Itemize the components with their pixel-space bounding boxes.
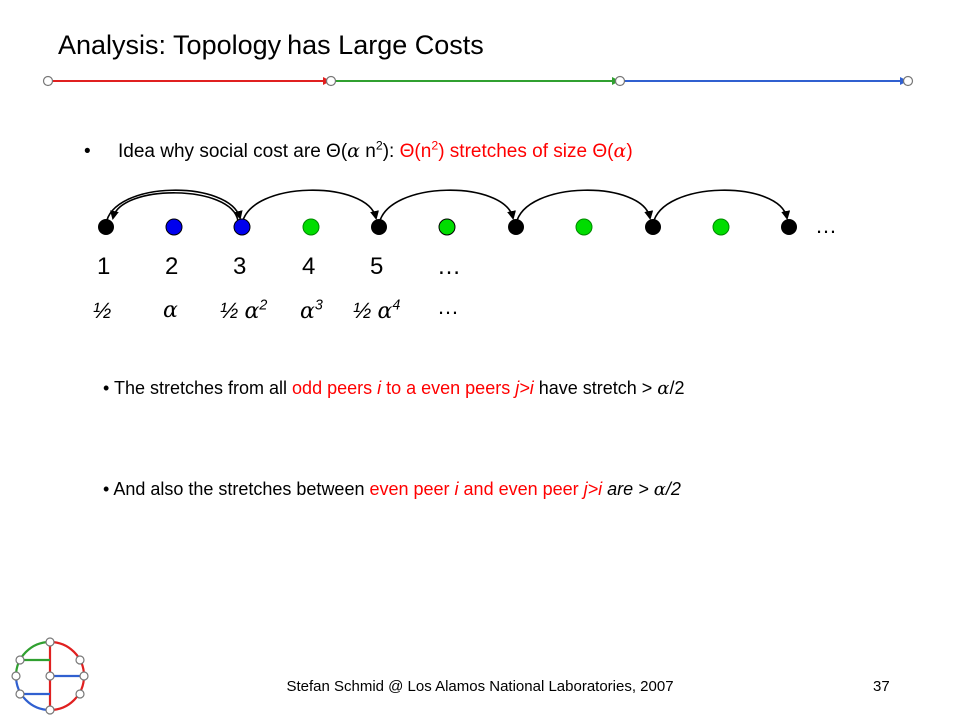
node-number-more: … <box>437 253 461 280</box>
idea-prefix: Idea why social cost are <box>118 141 327 162</box>
edge-3-1 <box>110 192 239 222</box>
idea-n: n <box>360 141 376 162</box>
idea-red-exp: 2 <box>431 138 439 153</box>
bullet-idea: • Idea why social cost are Θ(α n2): Θ(n2)… <box>84 138 633 163</box>
edge-5-7 <box>378 189 516 225</box>
node-8 <box>575 218 593 236</box>
title-part-2: has Large Costs <box>287 30 484 60</box>
node-7 <box>508 219 524 235</box>
edge-9-11 <box>652 189 791 225</box>
footer-text: Stefan Schmid @ Los Alamos National Labo… <box>286 678 674 695</box>
weight-4: α3 <box>300 297 323 324</box>
idea-theta: Θ( <box>326 141 348 162</box>
logo-icon <box>11 637 89 715</box>
bullet-odd-peers: • The stretches from all odd peers i to … <box>103 378 685 399</box>
edge-7-9 <box>515 189 654 225</box>
node-4 <box>302 218 320 236</box>
idea-red-close: ) <box>626 141 633 162</box>
topology-diagram <box>98 189 797 236</box>
rule-node <box>325 75 337 87</box>
rule-node <box>902 75 914 87</box>
bullet-dot: • <box>103 378 114 398</box>
idea-red-mid: ) stretches of size <box>438 141 593 162</box>
weight-5: ½ α4 <box>353 297 401 324</box>
diagram-ellipsis: … <box>815 213 837 238</box>
idea-exp: 2 <box>375 138 383 153</box>
node-6 <box>438 218 456 236</box>
node-1 <box>98 219 114 235</box>
bullet-even-peers: • And also the stretches between even pe… <box>103 479 681 500</box>
edge-1-3 <box>105 189 243 225</box>
idea-close: ): <box>382 141 400 162</box>
bullet-dot: • <box>103 479 114 499</box>
rule-node <box>42 75 54 87</box>
weight-more: … <box>437 294 459 319</box>
edge-3-5 <box>241 189 379 225</box>
title-rule <box>42 75 914 87</box>
node-2 <box>165 218 183 236</box>
idea-red-theta2: Θ( <box>592 141 614 162</box>
bullet-dot: • <box>84 141 91 162</box>
rule-node <box>614 75 626 87</box>
node-number-4: 4 <box>302 253 316 280</box>
node-number-3: 3 <box>233 253 247 280</box>
idea-red-alpha: α <box>613 140 627 162</box>
slide-title: Analysis: Topology has Large Costs <box>58 30 484 61</box>
node-5 <box>371 219 387 235</box>
weight-1: ½ <box>93 298 112 323</box>
node-10 <box>712 218 730 236</box>
node-number-5: 5 <box>370 253 384 280</box>
weight-3: ½ α2 <box>220 297 268 324</box>
node-11 <box>781 219 797 235</box>
title-part-1: Analysis: Topology <box>58 30 282 60</box>
node-3 <box>233 218 251 236</box>
page-number: 37 <box>873 678 890 695</box>
node-number-2: 2 <box>165 253 179 280</box>
node-9 <box>645 219 661 235</box>
idea-alpha: α <box>347 140 360 162</box>
weight-2: α <box>163 298 178 323</box>
idea-red-theta: Θ(n <box>399 141 432 162</box>
node-number-1: 1 <box>97 253 111 280</box>
